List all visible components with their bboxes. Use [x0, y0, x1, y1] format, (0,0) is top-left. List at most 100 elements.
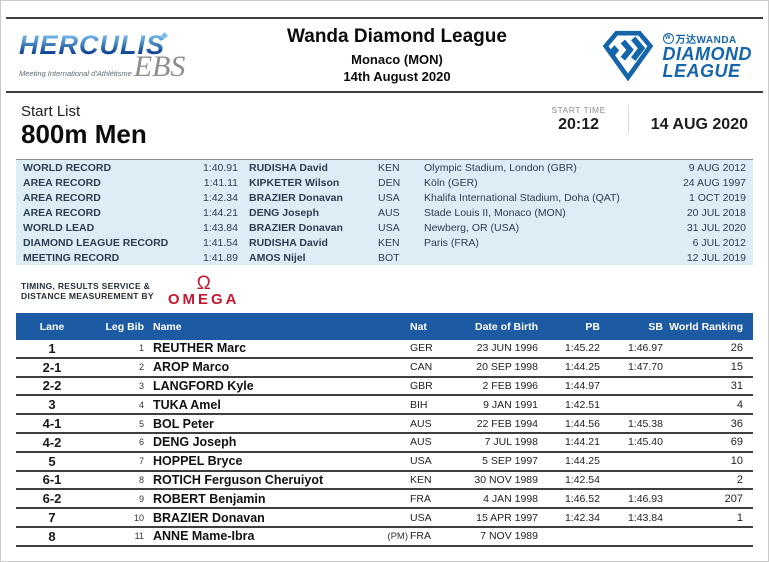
- record-row: AREA RECORD 1:42.34 BRAZIER Donavan USA Khal…: [16, 190, 753, 205]
- start-time-divider: [627, 105, 629, 134]
- record-athlete: AMOS Nijel: [249, 251, 306, 264]
- wanda-brand-row: W 万达WANDA: [662, 31, 753, 46]
- record-time: 1:41.11: [203, 176, 238, 189]
- record-time: 1:42.34: [202, 191, 238, 204]
- date-of-birth-cell: 23 JUN 1996: [476, 342, 538, 355]
- nat-cell: BIH: [410, 398, 428, 411]
- records-section: WORLD RECORD 1:40.91 RUDISHA David KEN Olymp…: [16, 159, 753, 265]
- bib-cell: 4: [138, 399, 144, 410]
- nat-cell: KEN: [410, 473, 432, 486]
- table-row: 5 7 HOPPEL Bryce USA 5 SEP 1997 1:44.25 10: [16, 453, 753, 472]
- nat-cell: AUS: [410, 417, 432, 430]
- world-ranking-cell: 10: [730, 455, 743, 468]
- date-of-birth-cell: 7 NOV 1989: [480, 530, 538, 543]
- record-time: 1:40.91: [202, 161, 238, 174]
- record-athlete: DENG Joseph: [249, 206, 320, 219]
- start-time-value: 20:12: [558, 116, 599, 133]
- bib-cell: 2: [138, 362, 144, 373]
- record-athlete: KIPKETER Wilson: [249, 176, 340, 189]
- lane-cell: 6-2: [42, 491, 62, 507]
- record-nat: BOT: [378, 251, 400, 264]
- sb-cell: 1:46.93: [627, 492, 663, 505]
- record-nat: AUS: [378, 206, 400, 219]
- world-ranking-cell: 1: [736, 511, 743, 524]
- timing-provider-line1: TIMING, RESULTS SERVICE &: [21, 280, 151, 291]
- record-nat: KEN: [378, 236, 400, 249]
- record-row: DIAMOND LEAGUE RECORD 1:41.54 RUDISHA Davi…: [16, 235, 753, 250]
- record-athlete: BRAZIER Donavan: [249, 191, 343, 204]
- herculis-diamond-icon: ◆: [161, 30, 168, 40]
- record-date: 1 OCT 2019: [688, 191, 746, 204]
- pb-cell: 1:44.25: [564, 361, 600, 374]
- event-name: 800m Men: [21, 119, 147, 149]
- world-ranking-cell: 207: [724, 492, 743, 505]
- world-ranking-cell: 36: [730, 417, 743, 430]
- timing-provider-section: TIMING, RESULTS SERVICE & DISTANCE MEASU…: [1, 265, 768, 313]
- column-header-world-ranking: World Ranking: [669, 320, 743, 333]
- date-of-birth-cell: 9 JAN 1991: [483, 398, 538, 411]
- record-time: 1:43.84: [202, 221, 238, 234]
- pb-cell: 1:45.22: [564, 342, 600, 355]
- document-header: HERCULIS ◆ Meeting International d'Athlé…: [1, 19, 768, 91]
- bib-cell: 11: [134, 531, 144, 542]
- record-venue: Khalifa International Stadium, Doha (QAT…: [424, 191, 620, 204]
- herculis-logo: HERCULIS ◆ Meeting International d'Athlé…: [13, 30, 228, 82]
- record-nat: DEN: [378, 176, 401, 189]
- table-row: 4-2 6 DENG Joseph AUS 7 JUL 1998 1:44.21 1:45.…: [16, 434, 753, 453]
- bib-cell: 5: [138, 418, 144, 429]
- world-ranking-cell: 26: [730, 342, 743, 355]
- table-row: 2-2 3 LANGFORD Kyle GBR 2 FEB 1996 1:44.97 31: [16, 378, 753, 397]
- nat-cell: AUS: [410, 436, 432, 449]
- bib-cell: 9: [138, 493, 144, 504]
- herculis-wordmark: HERCULIS: [19, 32, 228, 59]
- record-athlete: RUDISHA David: [249, 161, 328, 174]
- herculis-subtitle: Meeting International d'Athlétisme: [19, 69, 132, 78]
- record-row: AREA RECORD 1:44.21 DENG Joseph AUS Stade Lo…: [16, 205, 753, 220]
- record-nat: USA: [378, 221, 400, 234]
- omega-logo: Ω OMEGA: [168, 272, 240, 307]
- omega-symbol-icon: Ω: [196, 272, 211, 294]
- record-time: 1:44.21: [202, 206, 238, 219]
- record-label: WORLD RECORD: [23, 161, 112, 174]
- column-header-name: Name: [153, 320, 182, 333]
- world-ranking-cell: 2: [736, 473, 743, 486]
- date-of-birth-cell: 15 APR 1997: [476, 511, 538, 524]
- sb-cell: 1:45.40: [627, 436, 663, 449]
- record-athlete: BRAZIER Donavan: [249, 221, 343, 234]
- competition-location: Monaco (MON): [351, 51, 443, 67]
- record-date: 6 JUL 2012: [692, 236, 746, 249]
- world-ranking-cell: 15: [730, 361, 743, 374]
- nat-cell: USA: [410, 511, 432, 524]
- lane-cell: 5: [48, 453, 56, 469]
- bib-cell: 3: [138, 380, 144, 391]
- pb-cell: 1:42.54: [564, 473, 600, 486]
- table-row: 8 11 ANNE Mame-Ibra (PM) FRA 7 NOV 1989: [16, 528, 753, 547]
- athlete-name-cell: LANGFORD Kyle: [153, 378, 254, 393]
- column-header-lane: Lane: [39, 320, 65, 333]
- wanda-circle-icon: W: [662, 32, 674, 44]
- lane-cell: 7: [48, 510, 56, 526]
- date-of-birth-cell: 2 FEB 1996: [482, 379, 538, 392]
- record-date: 9 AUG 2012: [688, 161, 746, 174]
- diamond-league-diamond-icon: [602, 30, 653, 81]
- date-of-birth-cell: 20 SEP 1998: [476, 361, 538, 374]
- table-row: 6-2 9 ROBERT Benjamin FRA 4 JAN 1998 1:46.52 1…: [16, 490, 753, 510]
- table-row: 4-1 5 BOL Peter AUS 22 FEB 1994 1:44.56 1:45.3…: [16, 415, 753, 434]
- record-venue: Paris (FRA): [424, 236, 479, 249]
- record-time: 1:41.54: [202, 236, 238, 249]
- lane-cell: 2-2: [42, 378, 62, 394]
- record-label: WORLD LEAD: [23, 221, 95, 234]
- column-header-nat: Nat: [410, 320, 427, 333]
- record-label: MEETING RECORD: [23, 251, 120, 264]
- event-date-value: 14 AUG 2020: [650, 116, 748, 133]
- date-of-birth-cell: 5 SEP 1997: [482, 455, 538, 468]
- pb-cell: 1:42.34: [564, 511, 600, 524]
- pb-cell: 1:44.97: [564, 379, 600, 392]
- lane-cell: 3: [48, 397, 56, 413]
- column-header-sb: SB: [648, 320, 663, 333]
- athlete-name-cell: DENG Joseph: [153, 435, 237, 450]
- record-athlete: RUDISHA David: [249, 236, 328, 249]
- world-ranking-cell: 31: [730, 379, 743, 392]
- start-list-table: Lane Leg Bib Name Nat Date of Birth PB S…: [16, 313, 753, 547]
